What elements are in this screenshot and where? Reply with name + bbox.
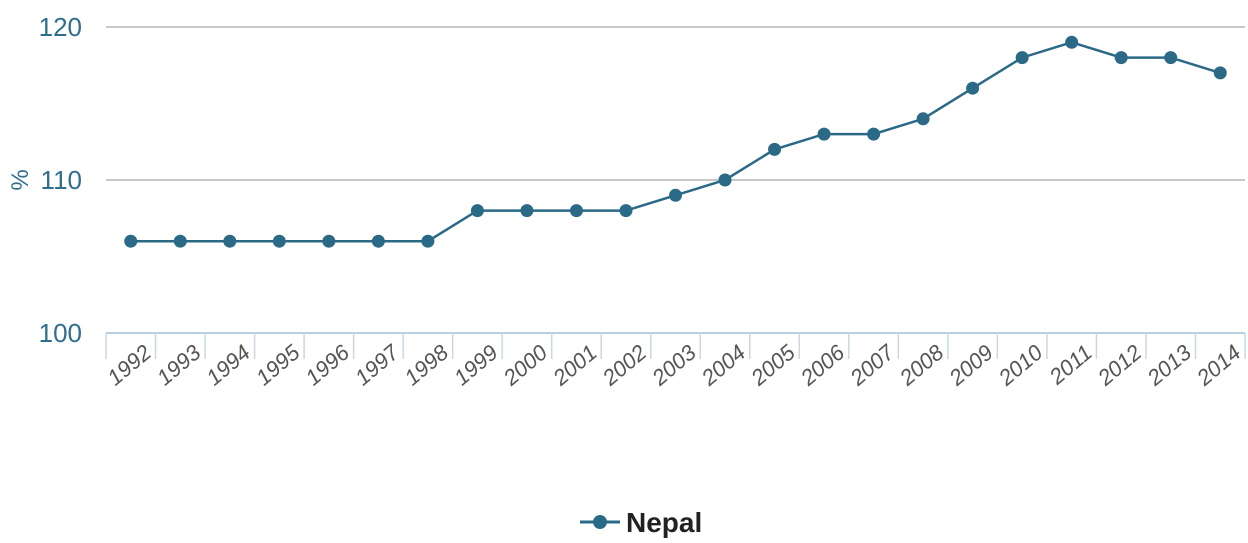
x-tick-label: 1997 — [350, 339, 404, 390]
data-point[interactable] — [520, 204, 534, 218]
x-tick-label: 2012 — [1092, 340, 1146, 391]
data-point[interactable] — [1065, 35, 1079, 49]
data-point[interactable] — [470, 204, 484, 218]
x-tick-label: 2007 — [844, 339, 899, 391]
data-point[interactable] — [966, 81, 980, 95]
x-tick-label: 1996 — [300, 339, 354, 390]
data-point[interactable] — [619, 204, 633, 218]
data-point[interactable] — [1114, 51, 1128, 65]
x-tick-label: 2008 — [894, 339, 949, 391]
x-tick-label: 2013 — [1142, 339, 1197, 391]
data-point[interactable] — [223, 234, 237, 248]
data-point[interactable] — [173, 234, 187, 248]
x-tick-label: 2000 — [498, 339, 553, 391]
data-point[interactable] — [421, 234, 435, 248]
y-axis-ticks: 100 110 120 — [39, 12, 82, 348]
x-tick-label: 1999 — [449, 340, 503, 391]
x-tick-label: 1995 — [251, 339, 305, 390]
data-point[interactable] — [916, 112, 930, 126]
series-nepal — [124, 35, 1227, 248]
y-tick-label: 100 — [39, 318, 82, 348]
data-point[interactable] — [867, 127, 881, 141]
x-tick-label: 2014 — [1191, 340, 1245, 391]
x-tick-label: 2010 — [993, 339, 1048, 391]
x-tick-label: 2001 — [547, 340, 601, 391]
y-tick-label: 120 — [39, 12, 82, 42]
legend-label-nepal: Nepal — [626, 507, 702, 538]
x-tick-label: 2006 — [795, 339, 850, 391]
data-point[interactable] — [1213, 66, 1227, 80]
x-tick-label: 2002 — [597, 340, 651, 391]
gridlines — [106, 26, 1245, 181]
x-axis: 1992199319941995199619971998199920002001… — [102, 332, 1246, 391]
x-tick-label: 1993 — [152, 339, 206, 390]
data-point[interactable] — [1015, 51, 1029, 65]
data-point[interactable] — [669, 188, 682, 202]
data-point[interactable] — [371, 234, 385, 248]
x-tick-label: 1992 — [102, 340, 156, 391]
data-point[interactable] — [272, 234, 286, 248]
legend-marker-icon — [593, 515, 607, 529]
x-tick-label: 2009 — [944, 340, 998, 391]
x-tick-label: 2004 — [696, 340, 750, 391]
y-tick-label: 110 — [41, 165, 82, 195]
x-tick-label: 1998 — [400, 339, 454, 390]
x-tick-label: 2005 — [745, 339, 800, 391]
x-tick-label: 1994 — [201, 340, 255, 391]
data-point[interactable] — [817, 127, 831, 141]
x-tick-label: 2003 — [646, 339, 701, 391]
x-tick-label: 2011 — [1044, 340, 1097, 390]
data-point[interactable] — [1164, 51, 1178, 65]
y-axis-label: % — [7, 169, 34, 190]
data-point[interactable] — [768, 142, 782, 156]
data-point[interactable] — [569, 204, 583, 218]
data-point[interactable] — [322, 234, 336, 248]
data-point[interactable] — [718, 173, 732, 187]
data-point[interactable] — [124, 234, 138, 248]
series-line — [130, 40, 1221, 243]
legend[interactable]: Nepal — [580, 507, 702, 538]
